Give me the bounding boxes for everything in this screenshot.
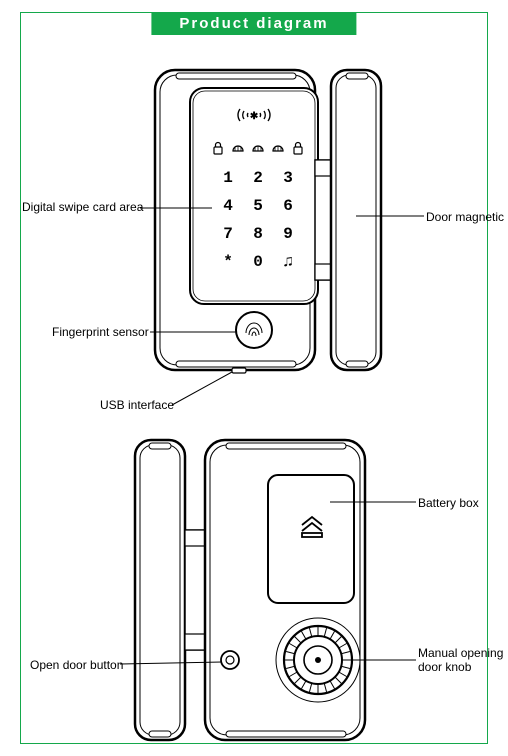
label-open-button: Open door button	[30, 658, 123, 672]
svg-text:✱: ✱	[250, 111, 259, 122]
front-hinge	[315, 160, 331, 280]
label-battery: Battery box	[418, 496, 479, 510]
back-hinge	[185, 530, 205, 650]
fingerprint-sensor-icon	[236, 312, 272, 348]
usb-port-icon	[232, 368, 246, 373]
keypad-key: 4	[223, 197, 233, 215]
door-magnetic-unit	[331, 70, 381, 370]
keypad-key: 2	[253, 169, 263, 187]
keypad-key: *	[223, 253, 233, 271]
keypad-key: 3	[283, 169, 293, 187]
keypad-key: 1	[223, 169, 233, 187]
keypad-key: 9	[283, 225, 293, 243]
label-knob: Manual opening door knob	[418, 646, 503, 675]
label-magnetic: Door magnetic	[426, 210, 504, 224]
keypad-key: ♫	[283, 253, 293, 271]
label-swipe: Digital swipe card area	[22, 200, 143, 214]
keypad-key: 8	[253, 225, 263, 243]
keypad-key: 5	[253, 197, 263, 215]
product-diagram-svg: ✱ 1 2 3 4 5 6 7 8 9 * 0 ♫	[0, 0, 508, 756]
back-strip	[135, 440, 185, 740]
keypad-key: 6	[283, 197, 293, 215]
label-usb: USB interface	[100, 398, 174, 412]
label-fingerprint: Fingerprint sensor	[52, 325, 149, 339]
keypad-key: 7	[223, 225, 233, 243]
open-door-button-icon	[221, 651, 239, 669]
keypad-key: 0	[253, 253, 263, 271]
battery-box-icon	[268, 475, 354, 603]
